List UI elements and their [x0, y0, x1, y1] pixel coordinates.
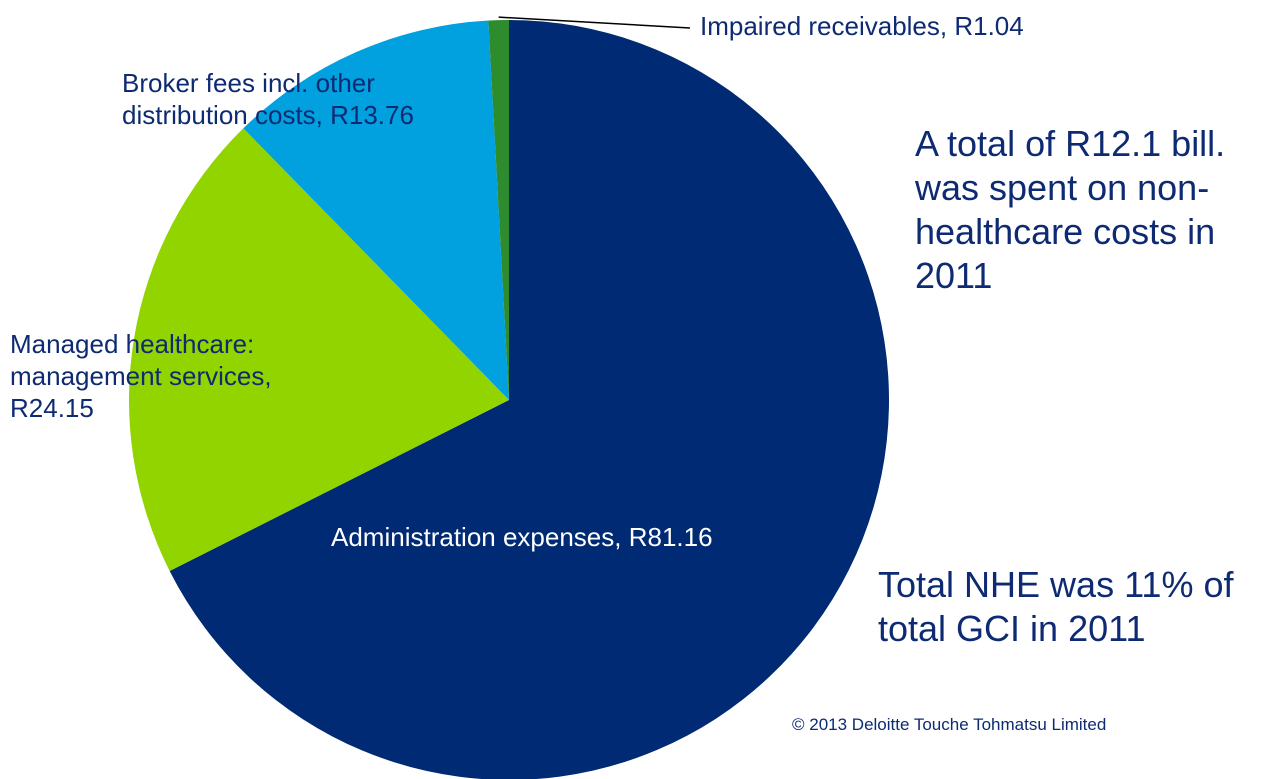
- label-broker-fees: Broker fees incl. other distribution cos…: [122, 68, 414, 130]
- copyright-text: © 2013 Deloitte Touche Tohmatsu Limited: [792, 715, 1107, 734]
- note-nhe-share: Total NHE was 11% of total GCI in 2011: [878, 564, 1234, 649]
- note-total-spent: A total of R12.1 bill. was spent on non-…: [915, 123, 1226, 296]
- label-administration-expenses: Administration expenses, R81.16: [331, 522, 713, 552]
- pie-slice-impaired-receivables: [488, 20, 509, 400]
- impaired-receivables-leader-line: [498, 16, 691, 29]
- label-impaired-receivables: Impaired receivables, R1.04: [700, 11, 1024, 41]
- pie-slice-managed-healthcare-management-services: [129, 128, 510, 571]
- pie-slice-administration-expenses: [169, 20, 889, 779]
- label-managed-healthcare: Managed healthcare: management services,…: [10, 329, 272, 423]
- pie-slice-broker-fees-incl-other-distribution-costs: [243, 20, 509, 401]
